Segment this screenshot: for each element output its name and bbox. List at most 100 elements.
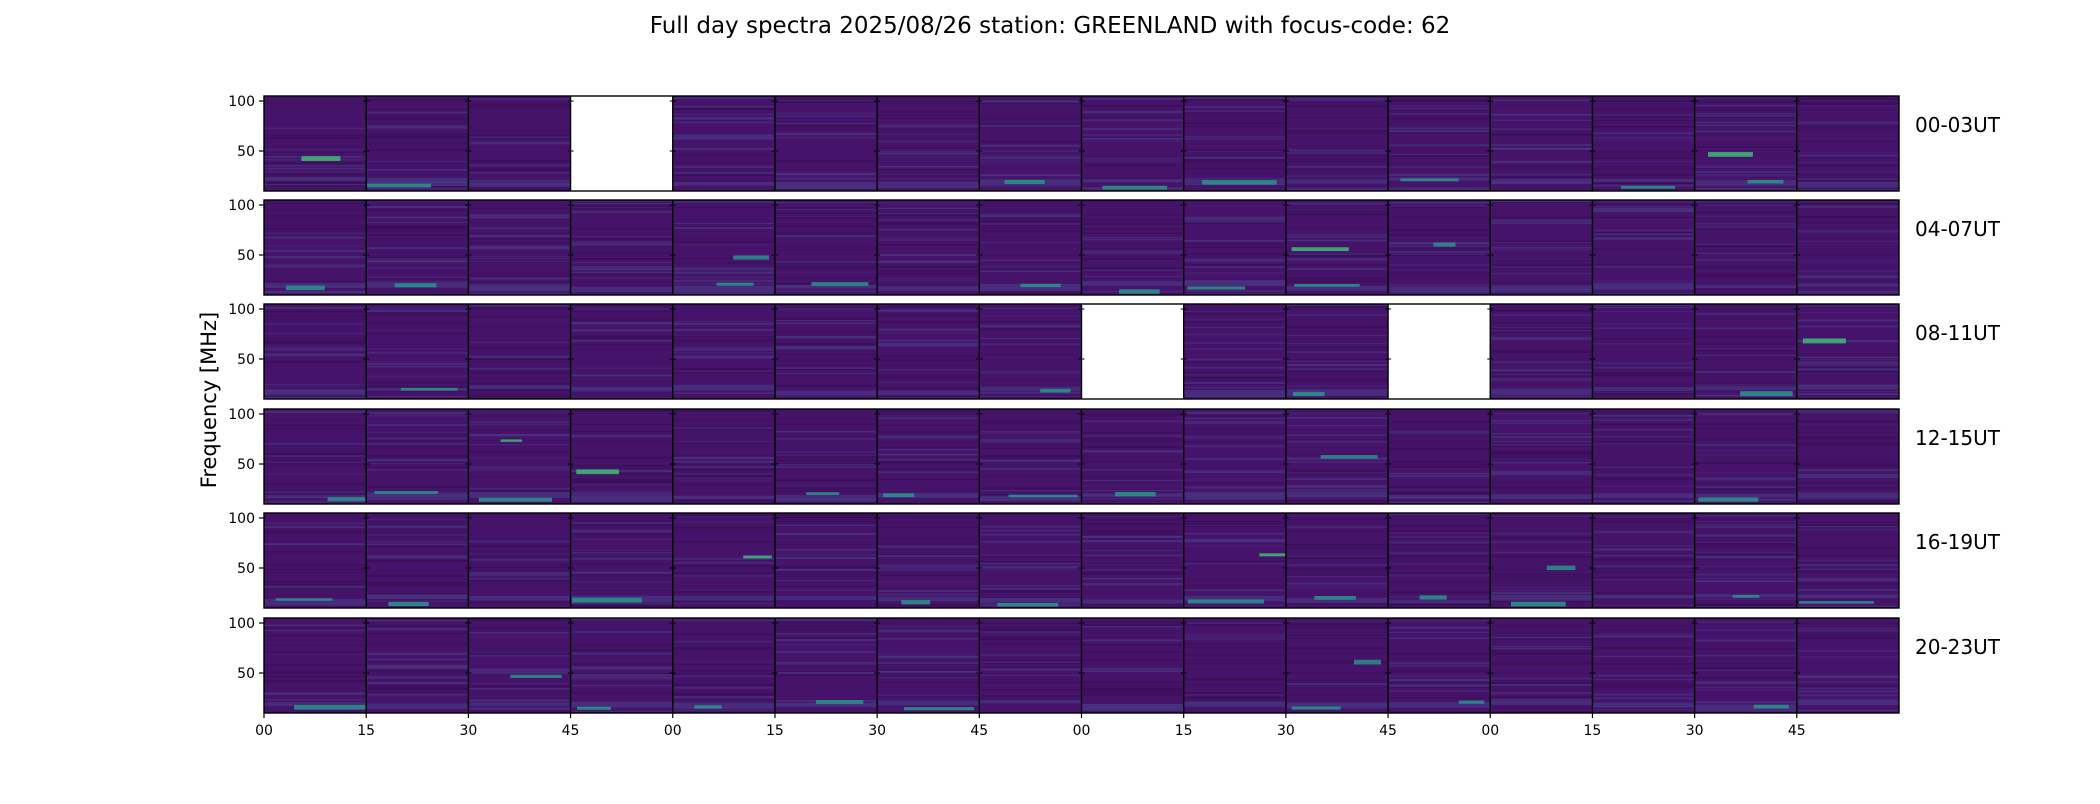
spectral-stripe — [1183, 246, 1286, 249]
spectral-stripe — [979, 329, 1082, 331]
spectrogram-panel — [1592, 513, 1695, 608]
spectral-stripe — [877, 374, 980, 377]
spectral-stripe — [1592, 567, 1695, 570]
spectral-stripe — [1388, 264, 1491, 266]
spectral-stripe — [774, 566, 878, 569]
spectral-stripe — [1081, 127, 1184, 130]
spectral-stripe — [1285, 479, 1389, 481]
spectral-stripe — [264, 348, 367, 351]
spectral-stripe — [1490, 684, 1593, 686]
spectral-stripe — [1490, 148, 1593, 150]
spectral-stripe — [264, 463, 367, 465]
burst-band — [1004, 179, 1045, 185]
spectral-stripe — [366, 118, 469, 121]
spectral-stripe — [366, 178, 469, 180]
spectral-stripe — [1081, 535, 1184, 538]
spectral-stripe — [570, 340, 673, 342]
spectral-stripe — [264, 318, 367, 320]
spectral-stripe — [1592, 419, 1695, 421]
spectral-stripe — [1081, 687, 1184, 690]
burst-band — [576, 469, 619, 475]
spectral-stripe — [1694, 462, 1797, 464]
spectral-stripe — [877, 437, 980, 439]
spectral-stripe — [366, 188, 469, 190]
spectral-stripe — [570, 308, 673, 310]
spectral-stripe — [774, 124, 878, 127]
spectral-stripe — [774, 540, 878, 542]
spectrogram-panel — [366, 200, 469, 295]
spectral-stripe — [877, 111, 980, 113]
spectral-stripe — [1796, 384, 1899, 386]
spectral-stripe — [979, 337, 1082, 340]
spectral-stripe — [1796, 179, 1899, 182]
spectral-stripe — [1694, 427, 1797, 429]
spectral-stripe — [1183, 445, 1286, 448]
spectral-stripe — [366, 525, 469, 528]
spectrogram-panel — [1183, 409, 1286, 504]
spectral-stripe — [1183, 643, 1286, 646]
spectrogram-panel — [1183, 513, 1286, 609]
spectral-stripe — [1388, 670, 1491, 672]
spectral-stripe — [468, 207, 571, 210]
spectral-stripe — [468, 389, 571, 391]
low-band — [1081, 282, 1184, 286]
spectral-stripe — [877, 656, 980, 659]
spectral-stripe — [570, 531, 673, 533]
spectral-stripe — [1796, 391, 1899, 393]
spectral-stripe — [366, 329, 469, 331]
burst-band — [1753, 704, 1789, 709]
spectral-stripe — [774, 532, 878, 535]
spectral-stripe — [468, 372, 571, 374]
spectral-stripe — [672, 562, 775, 564]
spectral-stripe — [1388, 105, 1491, 108]
spectral-stripe — [672, 162, 775, 164]
spectral-stripe — [1285, 360, 1389, 362]
spectral-stripe — [1694, 444, 1797, 447]
spectral-stripe — [264, 473, 367, 475]
spectral-stripe — [264, 203, 367, 205]
spectral-stripe — [1490, 135, 1593, 136]
spectral-stripe — [468, 573, 571, 576]
spectral-stripe — [1183, 662, 1286, 665]
spectral-stripe — [570, 685, 673, 687]
spectral-stripe — [979, 118, 1082, 121]
spectral-stripe — [1285, 280, 1389, 283]
spectral-stripe — [1388, 466, 1491, 468]
low-band — [468, 385, 571, 389]
spectral-stripe — [774, 513, 878, 516]
spectral-stripe — [672, 460, 775, 463]
spectral-stripe — [1081, 533, 1184, 535]
spectral-stripe — [1592, 264, 1695, 265]
panel-background — [774, 513, 878, 608]
spectral-stripe — [366, 352, 469, 354]
spectral-stripe — [468, 570, 571, 571]
spectral-stripe — [1592, 637, 1695, 639]
spectrogram-panel — [672, 96, 775, 191]
spectral-stripe — [570, 479, 673, 481]
spectral-stripe — [366, 633, 469, 635]
spectral-stripe — [877, 397, 980, 399]
spectral-stripe — [1490, 574, 1593, 575]
spectral-stripe — [1285, 239, 1389, 242]
spectral-stripe — [570, 677, 673, 680]
burst-band — [1102, 185, 1168, 190]
spectral-stripe — [1694, 455, 1797, 457]
spectral-stripe — [570, 266, 673, 269]
spectral-stripe — [570, 316, 673, 318]
spectral-stripe — [1285, 556, 1389, 559]
spectral-stripe — [672, 108, 775, 110]
spectral-stripe — [264, 256, 367, 258]
panel-background — [672, 304, 775, 399]
spectrogram-panel — [468, 618, 571, 713]
panel-background — [1081, 618, 1184, 713]
spectral-stripe — [366, 321, 469, 324]
spectral-stripe — [264, 151, 367, 153]
spectral-stripe — [1388, 117, 1491, 120]
spectral-stripe — [672, 619, 775, 622]
spectrogram-panel — [1592, 96, 1695, 192]
spectral-stripe — [1388, 685, 1491, 687]
spectral-stripe — [672, 648, 775, 650]
spectral-stripe — [1592, 208, 1695, 211]
spectral-stripe — [1694, 174, 1797, 177]
spectral-stripe — [979, 326, 1082, 329]
